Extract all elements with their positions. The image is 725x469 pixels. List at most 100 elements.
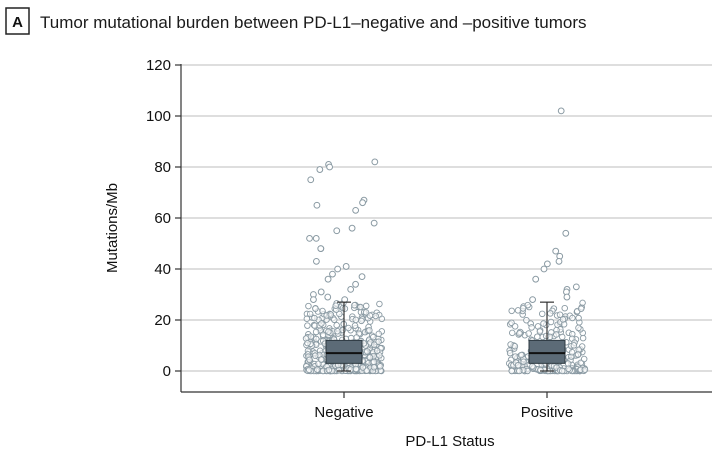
- data-point: [345, 324, 352, 332]
- outlier-point: [555, 257, 563, 265]
- data-point: [375, 338, 382, 345]
- outlier-point: [552, 247, 560, 255]
- data-point: [514, 362, 522, 369]
- data-point: [362, 302, 370, 310]
- outlier-point: [307, 176, 315, 184]
- y-tick-label-20: 20: [154, 312, 171, 329]
- y-tick-label-40: 40: [154, 261, 171, 278]
- jitter-points: [302, 107, 589, 375]
- chart-title: Tumor mutational burden between PD-L1–ne…: [40, 13, 587, 32]
- data-point: [366, 354, 374, 361]
- data-point: [568, 348, 576, 356]
- data-point: [325, 366, 333, 374]
- y-tick-label-100: 100: [146, 108, 171, 125]
- box-negative: [325, 339, 363, 364]
- data-point: [303, 315, 311, 322]
- data-point: [519, 305, 527, 312]
- data-point: [357, 303, 364, 311]
- data-point: [341, 305, 349, 312]
- data-point: [372, 312, 379, 320]
- outlier-point: [572, 283, 580, 291]
- panel-label: A: [12, 14, 23, 31]
- data-point: [542, 332, 550, 340]
- data-point: [306, 356, 313, 364]
- data-point: [547, 318, 555, 326]
- data-point: [534, 333, 541, 340]
- data-point: [332, 302, 340, 309]
- data-point: [581, 366, 589, 373]
- outlier-point: [317, 245, 325, 253]
- data-point: [352, 365, 360, 373]
- data-point: [525, 330, 532, 337]
- data-point: [304, 339, 311, 347]
- data-point: [561, 304, 568, 312]
- data-point: [352, 316, 360, 324]
- outlier-point: [329, 270, 336, 278]
- data-point: [559, 367, 566, 375]
- data-point: [580, 355, 588, 363]
- outlier-point: [532, 275, 540, 283]
- data-point: [559, 316, 567, 323]
- outlier-point: [348, 224, 356, 232]
- outlier-point: [370, 219, 378, 227]
- data-point: [556, 311, 564, 318]
- outlier-point: [342, 263, 350, 270]
- outlier-point: [540, 265, 548, 273]
- data-point: [373, 347, 381, 355]
- outlier-point: [324, 293, 332, 301]
- data-point: [370, 363, 378, 371]
- data-point: [319, 307, 326, 315]
- y-tick-label-80: 80: [154, 159, 171, 176]
- x-tick-label-negative: Negative: [314, 404, 373, 421]
- data-point: [579, 299, 586, 307]
- data-point: [370, 333, 377, 341]
- data-point: [325, 328, 332, 335]
- data-point: [351, 301, 358, 309]
- outlier-point: [312, 257, 320, 265]
- outlier-point: [563, 293, 571, 301]
- data-point: [511, 343, 519, 350]
- data-point: [540, 320, 547, 327]
- x-tick-label-positive: Positive: [521, 404, 574, 421]
- data-point: [363, 348, 371, 355]
- data-point: [511, 323, 519, 330]
- data-point: [376, 363, 384, 370]
- data-point: [331, 316, 338, 324]
- data-point: [339, 326, 347, 334]
- data-point: [334, 327, 341, 335]
- outlier-point: [352, 280, 359, 288]
- outlier-point: [347, 286, 355, 293]
- data-point: [305, 302, 312, 310]
- data-point: [333, 321, 340, 329]
- data-point: [306, 310, 314, 318]
- outlier-point: [334, 265, 342, 273]
- y-tick-label-120: 120: [146, 57, 171, 74]
- data-point: [515, 367, 523, 375]
- outlier-point: [358, 273, 366, 281]
- outlier-point: [352, 206, 360, 214]
- data-point: [370, 358, 378, 366]
- data-point: [318, 320, 325, 327]
- data-point: [327, 311, 335, 318]
- outlier-point: [317, 288, 325, 296]
- outlier-point: [326, 163, 334, 171]
- data-point: [366, 327, 373, 334]
- data-point: [523, 316, 530, 324]
- data-point: [536, 328, 544, 335]
- data-point: [520, 358, 527, 366]
- outlier-point: [562, 229, 570, 237]
- data-point: [538, 310, 546, 318]
- outlier-point: [333, 227, 341, 235]
- data-point: [312, 305, 319, 312]
- gridlines: [181, 64, 712, 372]
- data-point: [524, 301, 531, 309]
- data-point: [313, 335, 320, 343]
- data-point: [575, 324, 582, 332]
- data-point: [547, 310, 554, 317]
- data-point: [508, 329, 516, 337]
- data-point: [359, 364, 367, 371]
- data-point: [311, 352, 319, 359]
- data-point: [516, 330, 523, 337]
- y-axis-title: Mutations/Mb: [104, 183, 121, 273]
